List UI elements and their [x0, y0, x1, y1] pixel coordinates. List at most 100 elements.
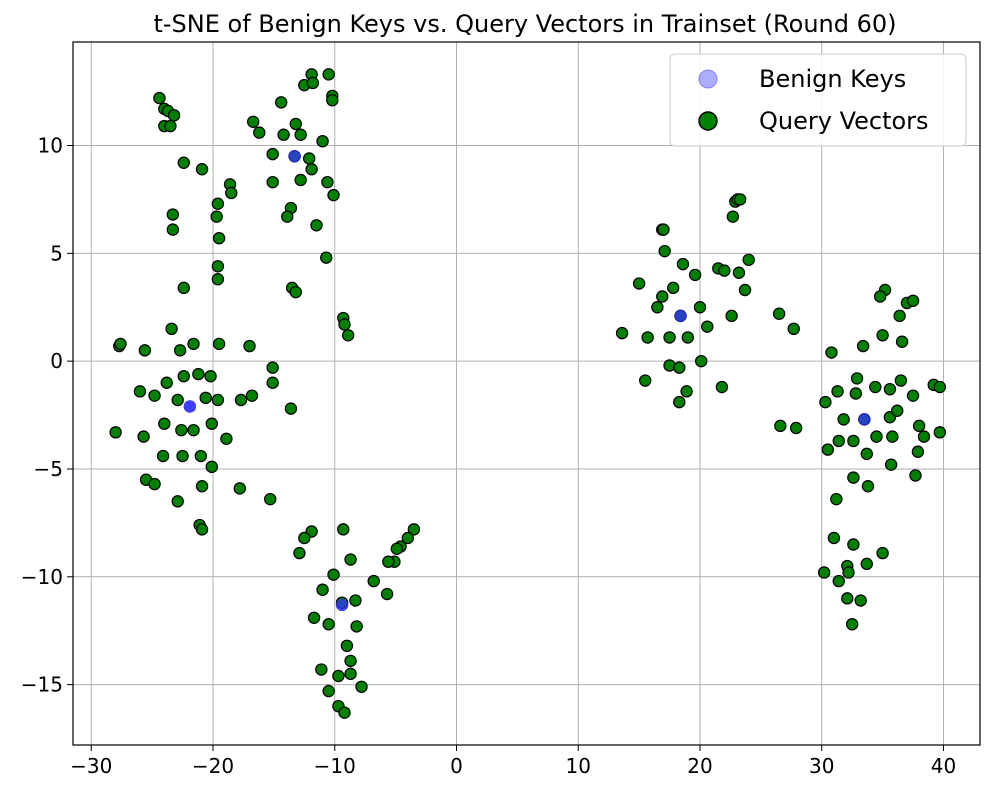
query-vector-point	[884, 458, 898, 471]
query-vector-point	[673, 361, 686, 374]
query-vector-point	[850, 372, 864, 385]
benign-key-point	[288, 150, 301, 163]
query-vector-point	[148, 477, 161, 491]
query-vector-point	[680, 385, 693, 398]
query-vector-point	[225, 186, 238, 200]
query-vector-point	[893, 309, 906, 323]
query-vector-point	[825, 346, 838, 359]
query-vector-point	[233, 482, 246, 495]
query-vector-point	[856, 339, 870, 353]
query-vector-point	[274, 96, 288, 109]
x-tick-label: −20	[192, 754, 234, 778]
benign-key-point	[183, 400, 197, 413]
query-vector-point	[171, 495, 184, 508]
query-vector-point	[307, 611, 321, 624]
query-vector-point	[615, 326, 629, 340]
query-vector-point	[869, 380, 882, 394]
query-vector-point	[639, 374, 652, 387]
query-vector-point	[341, 329, 355, 342]
query-vector-point	[338, 318, 351, 331]
query-vector-point	[350, 620, 363, 633]
legend-label-query-vectors: Query Vectors	[759, 107, 929, 135]
query-vector-point	[380, 587, 394, 601]
query-vector-point	[212, 337, 226, 351]
axis-ticks: −30 −20 −10 0 10 20 30 40 −15 −10 −5 0 5 10	[21, 134, 956, 778]
query-vector-point	[133, 385, 147, 398]
query-vector-point	[293, 546, 306, 560]
query-vector-point	[326, 94, 339, 107]
query-vector-point	[284, 402, 298, 415]
query-vector-point	[876, 329, 889, 342]
x-tick-label: −30	[70, 754, 112, 778]
query-vector-point	[870, 430, 883, 443]
query-vector-point	[632, 277, 646, 290]
query-vector-point	[656, 290, 669, 303]
legend-label-benign-keys: Benign Keys	[759, 65, 906, 93]
y-tick-label: 5	[50, 241, 63, 265]
query-vector-point	[861, 480, 875, 493]
query-vector-point	[177, 370, 190, 383]
query-vector-point	[688, 268, 702, 282]
query-vector-point	[316, 583, 329, 596]
query-vector-point	[166, 223, 180, 236]
query-vector-point	[187, 423, 200, 437]
query-vector-point	[854, 594, 867, 607]
query-vector-point	[177, 281, 190, 295]
x-tick-label: 20	[687, 754, 712, 778]
x-tick-label: 30	[809, 754, 834, 778]
query-vector-point	[337, 523, 350, 536]
query-vector-point	[876, 546, 889, 560]
query-vector-point	[327, 568, 340, 581]
query-vector-point	[847, 538, 860, 551]
query-vector-point	[195, 163, 209, 176]
query-vector-point	[211, 260, 225, 273]
query-vector-point	[289, 117, 302, 131]
query-vector-point	[294, 173, 307, 187]
query-vector-point	[164, 119, 177, 133]
query-vector-point	[827, 531, 841, 545]
query-vector-point	[401, 531, 414, 545]
query-vector-point	[266, 175, 279, 189]
query-vector-point	[322, 618, 335, 631]
query-vector-point	[160, 376, 173, 389]
query-vector-point	[266, 376, 279, 389]
query-vector-point	[211, 393, 225, 407]
query-vector-point	[204, 370, 217, 383]
y-tick-label: −5	[34, 457, 63, 481]
query-vector-point	[912, 419, 926, 433]
query-vector-point	[651, 301, 664, 314]
query-vector-point	[316, 134, 329, 148]
query-vector-point	[109, 426, 122, 439]
query-vector-point	[245, 389, 259, 402]
benign-key-point	[335, 598, 349, 612]
query-vector-point	[667, 281, 680, 295]
query-vector-point	[321, 175, 334, 189]
query-vector-point	[933, 380, 947, 394]
query-vector-point	[742, 253, 755, 267]
query-vector-point	[322, 68, 335, 81]
benign-key-point	[858, 413, 871, 426]
query-vector-point	[681, 331, 695, 344]
query-vector-point	[266, 361, 279, 374]
query-vector-point	[349, 594, 362, 607]
query-vector-point	[212, 232, 226, 245]
query-vector-point	[322, 684, 335, 698]
query-vector-point	[933, 426, 947, 439]
query-vector-point	[787, 322, 800, 336]
query-vector-point	[695, 354, 708, 368]
query-vector-point	[718, 264, 731, 277]
query-vector-point	[693, 301, 707, 314]
query-vector-point	[340, 639, 354, 653]
legend: Benign Keys Query Vectors	[669, 53, 967, 147]
query-vector-point	[789, 421, 803, 435]
query-vector-point	[289, 285, 302, 299]
benign-key-point	[674, 309, 687, 323]
query-vector-point	[315, 663, 328, 676]
query-vector-point	[344, 654, 357, 668]
y-tick-label: −15	[21, 673, 63, 697]
query-vector-point	[158, 417, 171, 430]
query-vector-point	[738, 283, 752, 297]
query-vector-point	[837, 413, 850, 426]
legend-marker-query-vectors	[698, 111, 718, 131]
query-vector-point	[211, 197, 225, 210]
